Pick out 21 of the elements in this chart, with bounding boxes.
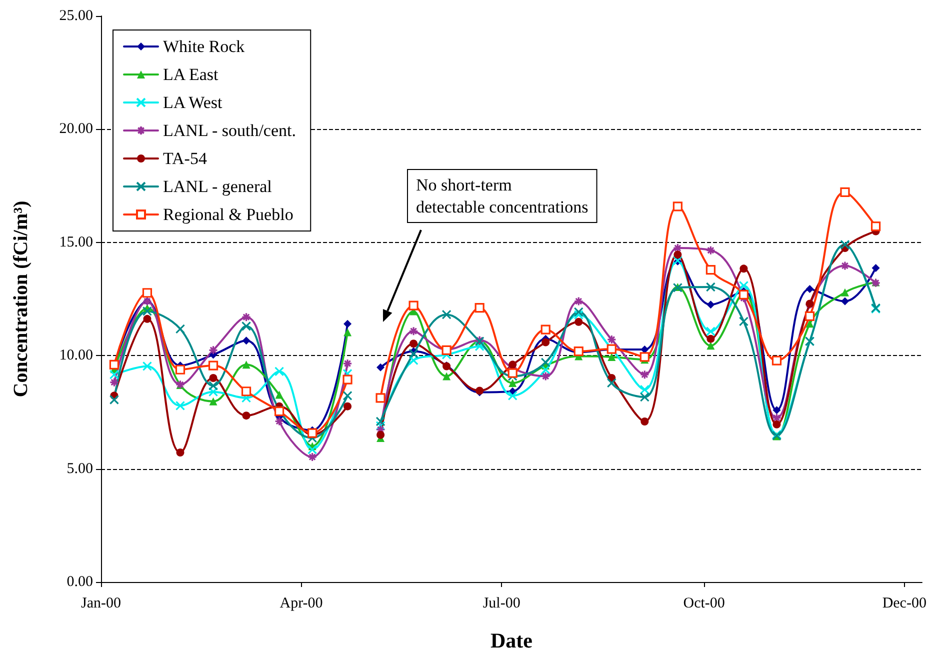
x-tick-label: Apr-00: [280, 596, 323, 612]
y-tick-label: 25.00: [59, 8, 93, 24]
legend-label: White Rock: [163, 37, 246, 56]
x-tick-label: Jul-00: [482, 596, 520, 612]
x-tick-label: Dec-00: [882, 596, 926, 612]
y-tick-label: 0.00: [66, 574, 93, 590]
legend-label: LANL - general: [163, 177, 272, 196]
y-tick-label: 15.00: [59, 234, 93, 250]
y-tick-label: 5.00: [66, 460, 93, 477]
y-tick-label: 10.00: [59, 348, 93, 364]
annotation: No short-term detectable concentrations: [416, 176, 588, 216]
legend-label: TA-54: [163, 149, 208, 168]
x-tick-label: Jan-00: [81, 596, 121, 612]
y-axis-title: Concentration (fCi/m³): [10, 200, 32, 398]
legend-label: LANL - south/cent.: [163, 121, 296, 140]
y-tick-label: 20.00: [59, 121, 93, 138]
x-axis-title: Date: [490, 628, 532, 652]
legend-label: LA West: [163, 93, 223, 112]
legend-label: Regional & Pueblo: [163, 205, 294, 224]
x-tick-label: Oct-00: [683, 596, 725, 612]
legend-label: LA East: [163, 65, 219, 84]
